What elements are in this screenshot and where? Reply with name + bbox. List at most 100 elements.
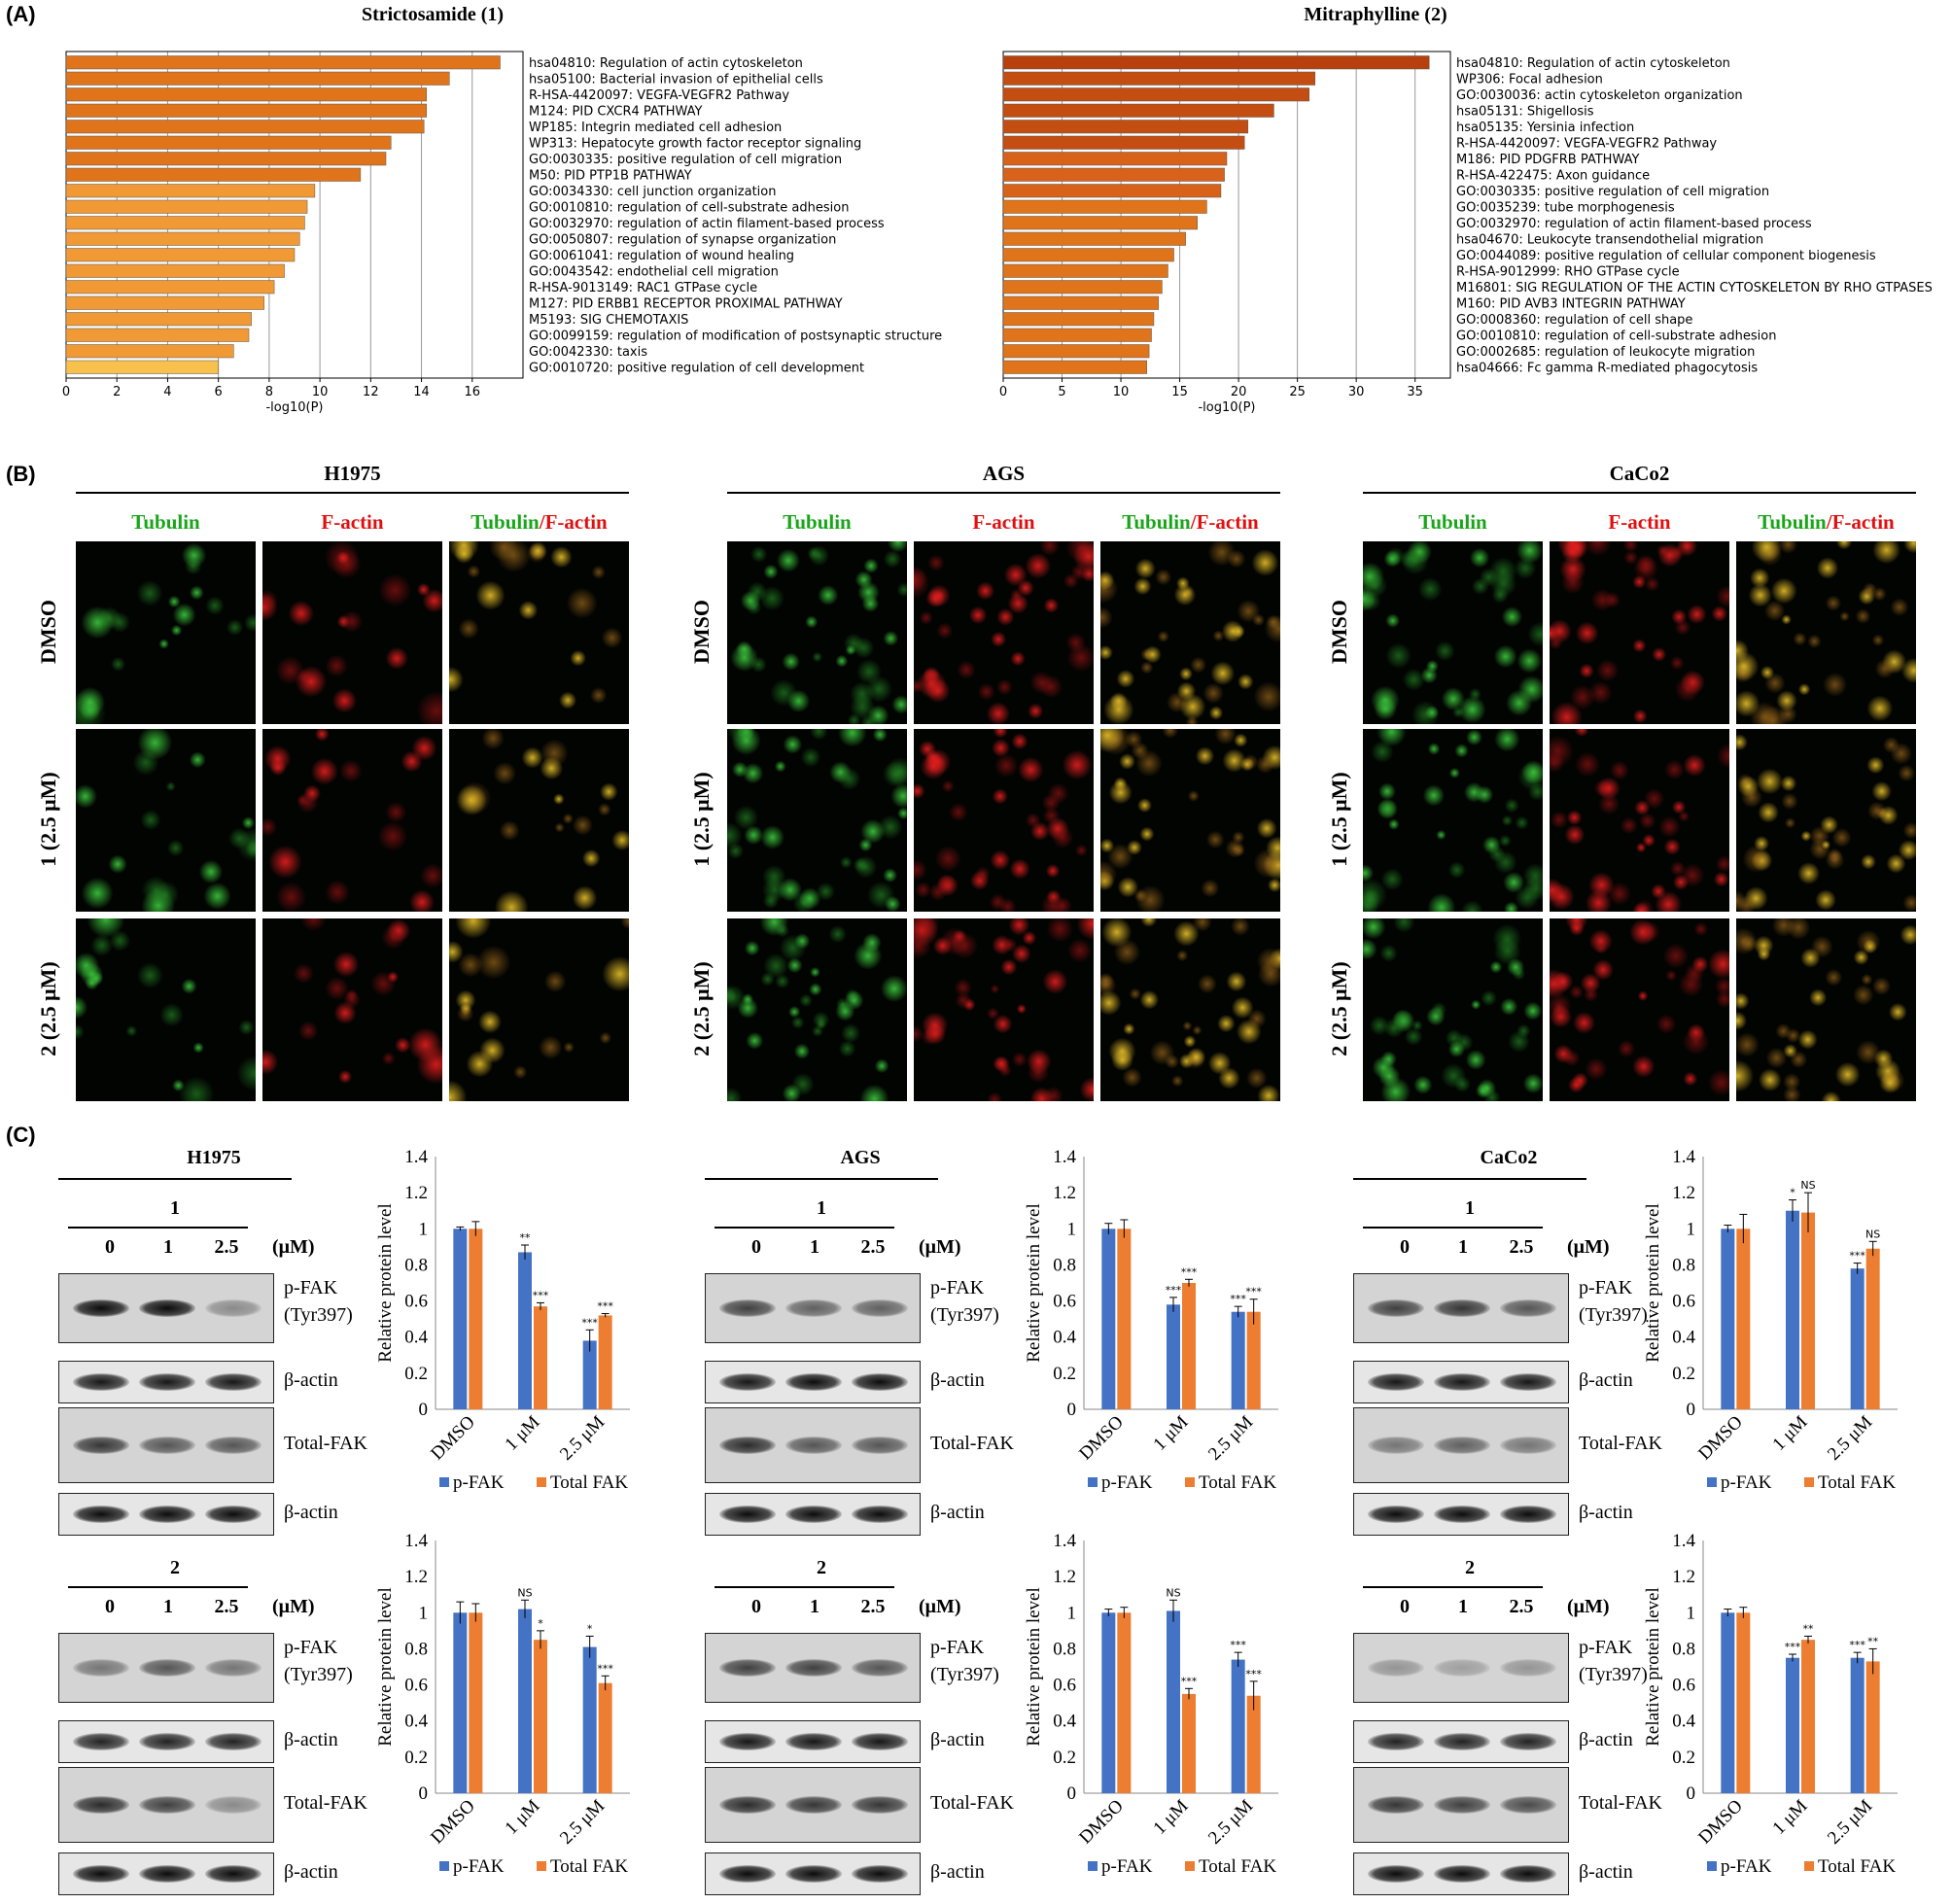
protein-band bbox=[852, 1373, 908, 1391]
significance-label: ** bbox=[1867, 1635, 1879, 1647]
protein-band bbox=[139, 1373, 195, 1391]
protein-band bbox=[139, 1659, 195, 1677]
bar bbox=[582, 1340, 597, 1409]
y-tick-label: 0 bbox=[419, 1400, 429, 1420]
x-tick-label: 20 bbox=[1231, 385, 1247, 399]
compound-label: 2 bbox=[170, 1557, 180, 1578]
fluorescence-image bbox=[76, 918, 256, 1101]
blot-strip bbox=[58, 1361, 274, 1403]
unit-label: (μM) bbox=[1567, 1596, 1610, 1617]
x-tick-label: 25 bbox=[1289, 385, 1306, 399]
relative-protein-chart: 0 0.2 0.4 0.6 0.8 1 1.2 1.4 Relative protein lev… bbox=[1024, 1147, 1278, 1493]
category-label: DMSO bbox=[1075, 1796, 1128, 1849]
compound-underline bbox=[715, 1227, 894, 1229]
bar bbox=[1002, 312, 1155, 327]
p-fak-site-label: (Tyr397) bbox=[284, 1664, 353, 1685]
protein-band bbox=[1500, 1659, 1556, 1677]
significance-label: * bbox=[587, 1622, 593, 1635]
significance-label: ** bbox=[1803, 1622, 1815, 1635]
y-tick-label: 0.2 bbox=[1053, 1364, 1076, 1384]
legend-swatch bbox=[1185, 1477, 1195, 1487]
fluorescence-image bbox=[76, 729, 256, 912]
legend-label: p-FAK bbox=[453, 1472, 505, 1493]
beta-actin-label: β-actin bbox=[930, 1369, 985, 1391]
factin-label: F-actin bbox=[1608, 510, 1671, 534]
chart-a2-title: Mitraphylline (2) bbox=[1304, 4, 1447, 25]
protein-band bbox=[139, 1796, 195, 1814]
x-tick-label: 0 bbox=[62, 385, 70, 399]
blot-strip bbox=[1353, 1361, 1569, 1403]
y-tick-label: 0.8 bbox=[1053, 1255, 1076, 1275]
significance-label: *** bbox=[1849, 1250, 1865, 1263]
bar bbox=[1002, 263, 1168, 278]
legend-swatch bbox=[1088, 1477, 1098, 1487]
protein-band bbox=[1500, 1506, 1556, 1523]
blot-strip bbox=[705, 1493, 921, 1536]
separator: / bbox=[1826, 510, 1832, 534]
bar bbox=[65, 71, 450, 86]
category-label: DMSO bbox=[1075, 1412, 1128, 1465]
fluorescence-image bbox=[1363, 541, 1543, 724]
term-label: GO:0043542: endothelial cell migration bbox=[529, 264, 779, 279]
significance-label: *** bbox=[1245, 1286, 1262, 1298]
term-label: hsa04810: Regulation of actin cytoskelet… bbox=[1456, 56, 1730, 71]
significance-label: NS bbox=[1800, 1179, 1815, 1192]
y-axis-label: Relative protein level bbox=[1024, 1203, 1044, 1363]
protein-band bbox=[1434, 1373, 1490, 1391]
y-tick-label: 1 bbox=[419, 1219, 429, 1239]
term-label: WP313: Hepatocyte growth factor receptor… bbox=[529, 136, 861, 151]
factin-label: F-actin bbox=[321, 510, 384, 534]
relative-protein-chart: 0 0.2 0.4 0.6 0.8 1 1.2 1.4 Relative protein lev… bbox=[375, 1531, 630, 1877]
protein-band bbox=[205, 1733, 261, 1750]
term-label: R-HSA-4420097: VEGFA-VEGFR2 Pathway bbox=[529, 88, 789, 103]
p-fak-site-label: (Tyr397) bbox=[284, 1304, 353, 1326]
bar bbox=[65, 328, 250, 342]
fluorescence-image bbox=[1550, 729, 1729, 912]
category-label: 2.5 μM bbox=[1204, 1796, 1257, 1849]
dose-label: 0 bbox=[1400, 1596, 1410, 1617]
fluorescence-image bbox=[914, 729, 1094, 912]
dose-label: 1 bbox=[1458, 1236, 1468, 1258]
fluorescence-image bbox=[262, 541, 442, 724]
y-tick-label: 0.2 bbox=[1672, 1364, 1695, 1384]
relative-protein-chart: 0 0.2 0.4 0.6 0.8 1 1.2 1.4 Relative protein lev… bbox=[375, 1147, 630, 1493]
fluorescence-image bbox=[262, 729, 442, 912]
x-axis-label: -log10(P) bbox=[265, 400, 323, 415]
bar bbox=[65, 231, 300, 246]
bar bbox=[1182, 1693, 1196, 1793]
bar bbox=[1002, 71, 1316, 86]
cell-line-title: H1975 bbox=[324, 462, 381, 485]
blot-strip bbox=[58, 1720, 274, 1763]
bar bbox=[1850, 1657, 1865, 1793]
p-fak-label: p-FAK bbox=[1579, 1277, 1633, 1298]
protein-band bbox=[785, 1373, 842, 1391]
term-label: GO:0030335: positive regulation of cell … bbox=[1456, 185, 1769, 199]
term-label: GO:0010720: positive regulation of cell … bbox=[529, 361, 864, 375]
channel-header: Tubulin/F-actin bbox=[449, 510, 629, 535]
tubulin-label: Tubulin bbox=[1758, 510, 1827, 534]
beta-actin-label: β-actin bbox=[930, 1729, 985, 1750]
y-tick-label: 1.4 bbox=[404, 1147, 428, 1167]
category-label: 2.5 μM bbox=[1824, 1412, 1876, 1465]
x-axis-label: -log10(P) bbox=[1198, 400, 1255, 415]
fluorescence-image bbox=[1736, 729, 1916, 912]
relative-protein-chart: 0 0.2 0.4 0.6 0.8 1 1.2 1.4 Relative protein lev… bbox=[1643, 1147, 1898, 1493]
cell-line-title: CaCo2 bbox=[1609, 462, 1670, 485]
y-tick-label: 1.4 bbox=[404, 1531, 428, 1551]
y-tick-label: 0.8 bbox=[1672, 1255, 1695, 1275]
dose-label: 0 bbox=[105, 1596, 115, 1617]
cell-line-title: AGS bbox=[982, 462, 1026, 485]
y-tick-label: 1 bbox=[1687, 1603, 1696, 1623]
protein-band bbox=[719, 1437, 776, 1454]
x-tick-label: 30 bbox=[1348, 385, 1365, 399]
term-label: M124: PID CXCR4 PATHWAY bbox=[529, 104, 703, 119]
protein-band bbox=[139, 1865, 195, 1883]
compound-label: 1 bbox=[1465, 1197, 1475, 1219]
bar bbox=[534, 1640, 547, 1793]
dose-label: 1 bbox=[163, 1236, 173, 1258]
protein-band bbox=[1368, 1865, 1424, 1883]
enrichment-chart-strictosamide: hsa04810: Regulation of actin cytoskelet… bbox=[62, 51, 942, 415]
x-tick-label: 5 bbox=[1058, 385, 1065, 399]
protein-band bbox=[852, 1506, 908, 1523]
unit-label: (μM) bbox=[272, 1236, 315, 1258]
